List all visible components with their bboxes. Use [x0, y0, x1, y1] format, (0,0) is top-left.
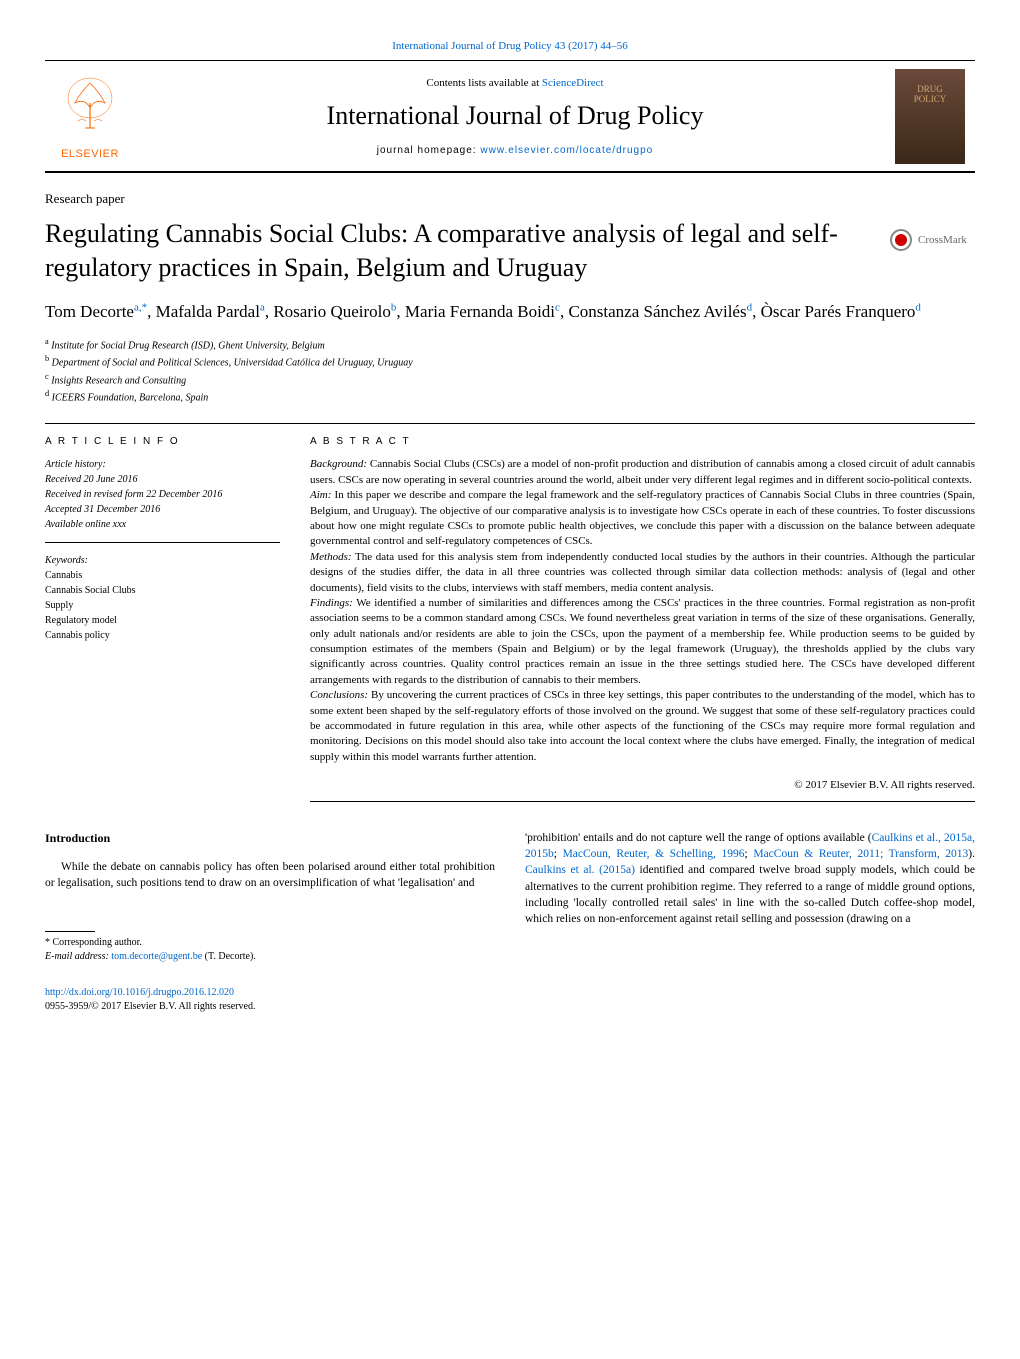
article-type: Research paper	[45, 191, 975, 207]
homepage-link[interactable]: www.elsevier.com/locate/drugpo	[480, 145, 653, 156]
journal-name: International Journal of Drug Policy	[135, 101, 895, 131]
author-email-link[interactable]: tom.decorte@ugent.be	[111, 951, 202, 962]
citation-link[interactable]: MacCoun & Reuter, 2011; Transform, 2013	[753, 848, 968, 860]
keywords-block: Keywords: CannabisCannabis Social ClubsS…	[45, 553, 280, 643]
journal-citation: International Journal of Drug Policy 43 …	[45, 40, 975, 52]
article-info-header: A R T I C L E I N F O	[45, 436, 280, 447]
journal-cover-thumb: DRUG POLICY	[895, 69, 965, 164]
affiliation-d: ICEERS Foundation, Barcelona, Spain	[52, 392, 209, 403]
authors-list: Tom Decortea,*, Mafalda Pardala, Rosario…	[45, 299, 975, 325]
abstract-panel: A B S T R A C T Background: Cannabis Soc…	[310, 423, 975, 802]
article-title: Regulating Cannabis Social Clubs: A comp…	[45, 217, 870, 285]
abstract-copyright: © 2017 Elsevier B.V. All rights reserved…	[310, 775, 975, 801]
abstract-header: A B S T R A C T	[310, 436, 975, 447]
citation-link[interactable]: Caulkins et al. (2015a)	[525, 864, 635, 876]
journal-header: ELSEVIER Contents lists available at Sci…	[45, 60, 975, 173]
crossmark-label: CrossMark	[918, 234, 967, 246]
body-column-right: 'prohibition' entails and do not capture…	[525, 830, 975, 1014]
article-info-panel: A R T I C L E I N F O Article history: R…	[45, 423, 280, 802]
elsevier-tree-icon	[60, 73, 120, 143]
affiliations: a Institute for Social Drug Research (IS…	[45, 336, 975, 405]
affiliation-b: Department of Social and Political Scien…	[52, 358, 413, 369]
cover-title-1: DRUG	[917, 84, 943, 94]
intro-para-1: While the debate on cannabis policy has …	[45, 859, 495, 891]
affiliation-c: Insights Research and Consulting	[51, 375, 186, 386]
intro-heading: Introduction	[45, 830, 495, 847]
publisher-name: ELSEVIER	[61, 148, 119, 160]
intro-para-2: 'prohibition' entails and do not capture…	[525, 830, 975, 927]
body-column-left: Introduction While the debate on cannabi…	[45, 830, 495, 1014]
doi-link[interactable]: http://dx.doi.org/10.1016/j.drugpo.2016.…	[45, 987, 234, 998]
journal-homepage: journal homepage: www.elsevier.com/locat…	[135, 145, 895, 156]
crossmark-badge[interactable]: CrossMark	[890, 217, 975, 251]
abstract-body: Background: Cannabis Social Clubs (CSCs)…	[310, 457, 975, 775]
citation-link[interactable]: MacCoun, Reuter, & Schelling, 1996	[563, 848, 745, 860]
contents-available: Contents lists available at ScienceDirec…	[135, 77, 895, 89]
article-footer: http://dx.doi.org/10.1016/j.drugpo.2016.…	[45, 986, 495, 1014]
article-history: Article history: Received 20 June 2016 R…	[45, 457, 280, 543]
publisher-logo: ELSEVIER	[45, 61, 135, 171]
cover-title-2: POLICY	[914, 94, 947, 104]
issn-copyright: 0955-3959/© 2017 Elsevier B.V. All right…	[45, 1001, 255, 1012]
corresponding-author-footnote: * Corresponding author. E-mail address: …	[45, 936, 495, 964]
crossmark-icon	[890, 229, 912, 251]
sciencedirect-link[interactable]: ScienceDirect	[542, 77, 604, 89]
affiliation-a: Institute for Social Drug Research (ISD)…	[51, 340, 324, 351]
